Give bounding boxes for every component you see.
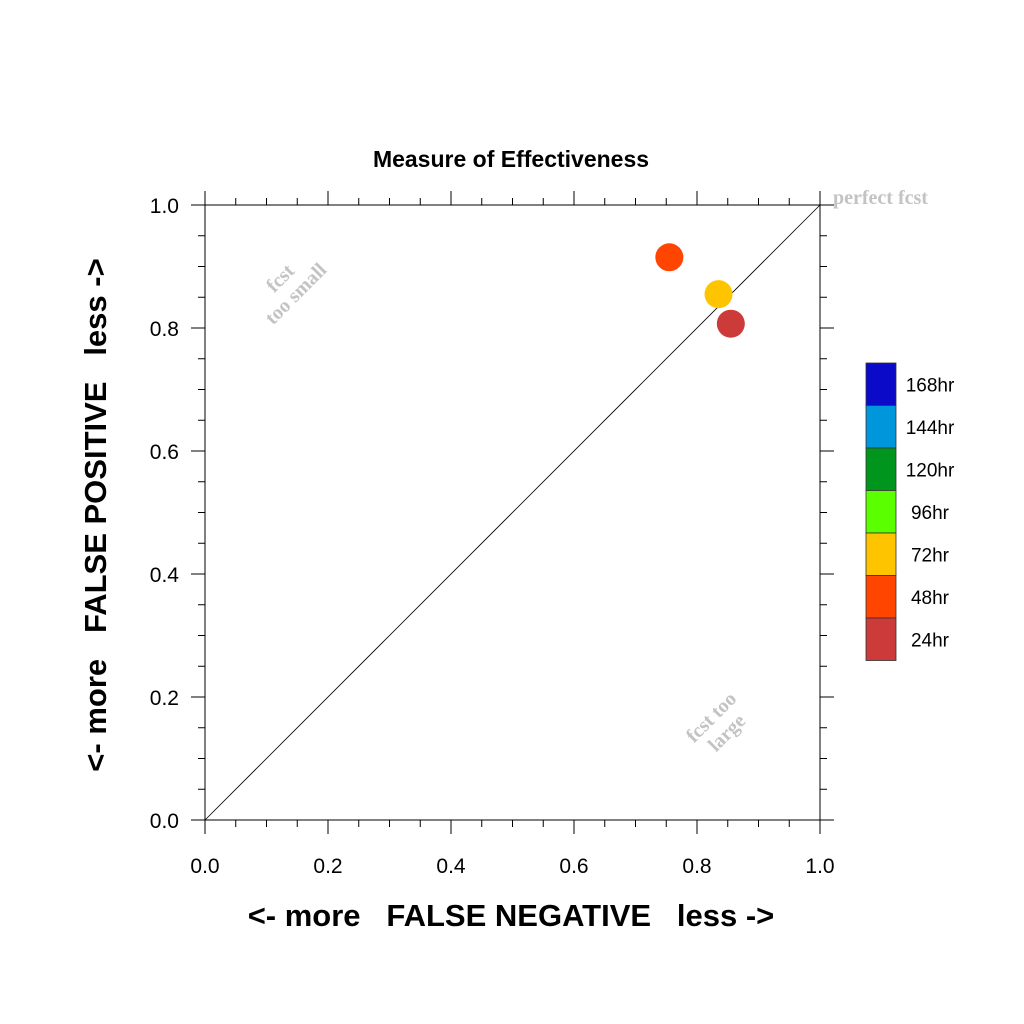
point-24hr [716, 309, 745, 338]
legend-label-48hr: 48hr [911, 588, 950, 609]
legend-swatch-144hr [865, 405, 897, 449]
x-axis-label: <- more FALSE NEGATIVE less -> [248, 898, 775, 933]
x-tick-label: 0.6 [559, 855, 588, 878]
chart-title: Measure of Effectiveness [373, 146, 649, 172]
data-points [655, 243, 745, 338]
x-tick-label: 0.2 [313, 855, 342, 878]
perfect-forecast-note: perfect fcst [833, 187, 928, 209]
legend-swatch-24hr [865, 617, 897, 661]
legend-label-168hr: 168hr [906, 375, 955, 396]
y-tick-label: 1.0 [150, 195, 179, 218]
y-tick-labels: 0.0 0.2 0.4 0.6 0.8 1.0 [150, 195, 180, 833]
legend-swatch-48hr [865, 575, 897, 619]
tick-marks [191, 191, 834, 834]
legend: 168hr 144hr 120hr 96hr 72hr 48hr 24hr [865, 362, 955, 661]
legend-label-96hr: 96hr [911, 503, 950, 524]
legend-label-120hr: 120hr [906, 460, 955, 481]
y-tick-label: 0.0 [150, 810, 179, 833]
x-tick-labels: 0.0 0.2 0.4 0.6 0.8 1.0 [190, 855, 834, 878]
legend-swatch-120hr [865, 447, 897, 491]
legend-swatch-168hr [865, 362, 897, 406]
legend-swatch-96hr [865, 490, 897, 534]
y-tick-label: 0.6 [150, 441, 179, 464]
y-tick-label: 0.2 [150, 687, 179, 710]
x-tick-label: 0.0 [190, 855, 219, 878]
legend-label-144hr: 144hr [906, 418, 955, 439]
too-large-note: fcst too large [682, 688, 750, 756]
legend-label-24hr: 24hr [911, 630, 950, 651]
point-48hr [655, 243, 684, 272]
point-72hr [704, 280, 733, 309]
legend-label-72hr: 72hr [911, 545, 950, 566]
too-small-line-2: too small [261, 259, 331, 329]
x-tick-label: 0.8 [682, 855, 711, 878]
y-tick-label: 0.8 [150, 318, 179, 341]
x-tick-label: 1.0 [805, 855, 834, 878]
y-tick-label: 0.4 [150, 564, 180, 587]
too-small-note: fcst too small [261, 259, 331, 329]
x-tick-label: 0.4 [436, 855, 466, 878]
legend-swatch-72hr [865, 532, 897, 576]
y-axis-label: <- more FALSE POSITIVE less -> [78, 258, 113, 771]
